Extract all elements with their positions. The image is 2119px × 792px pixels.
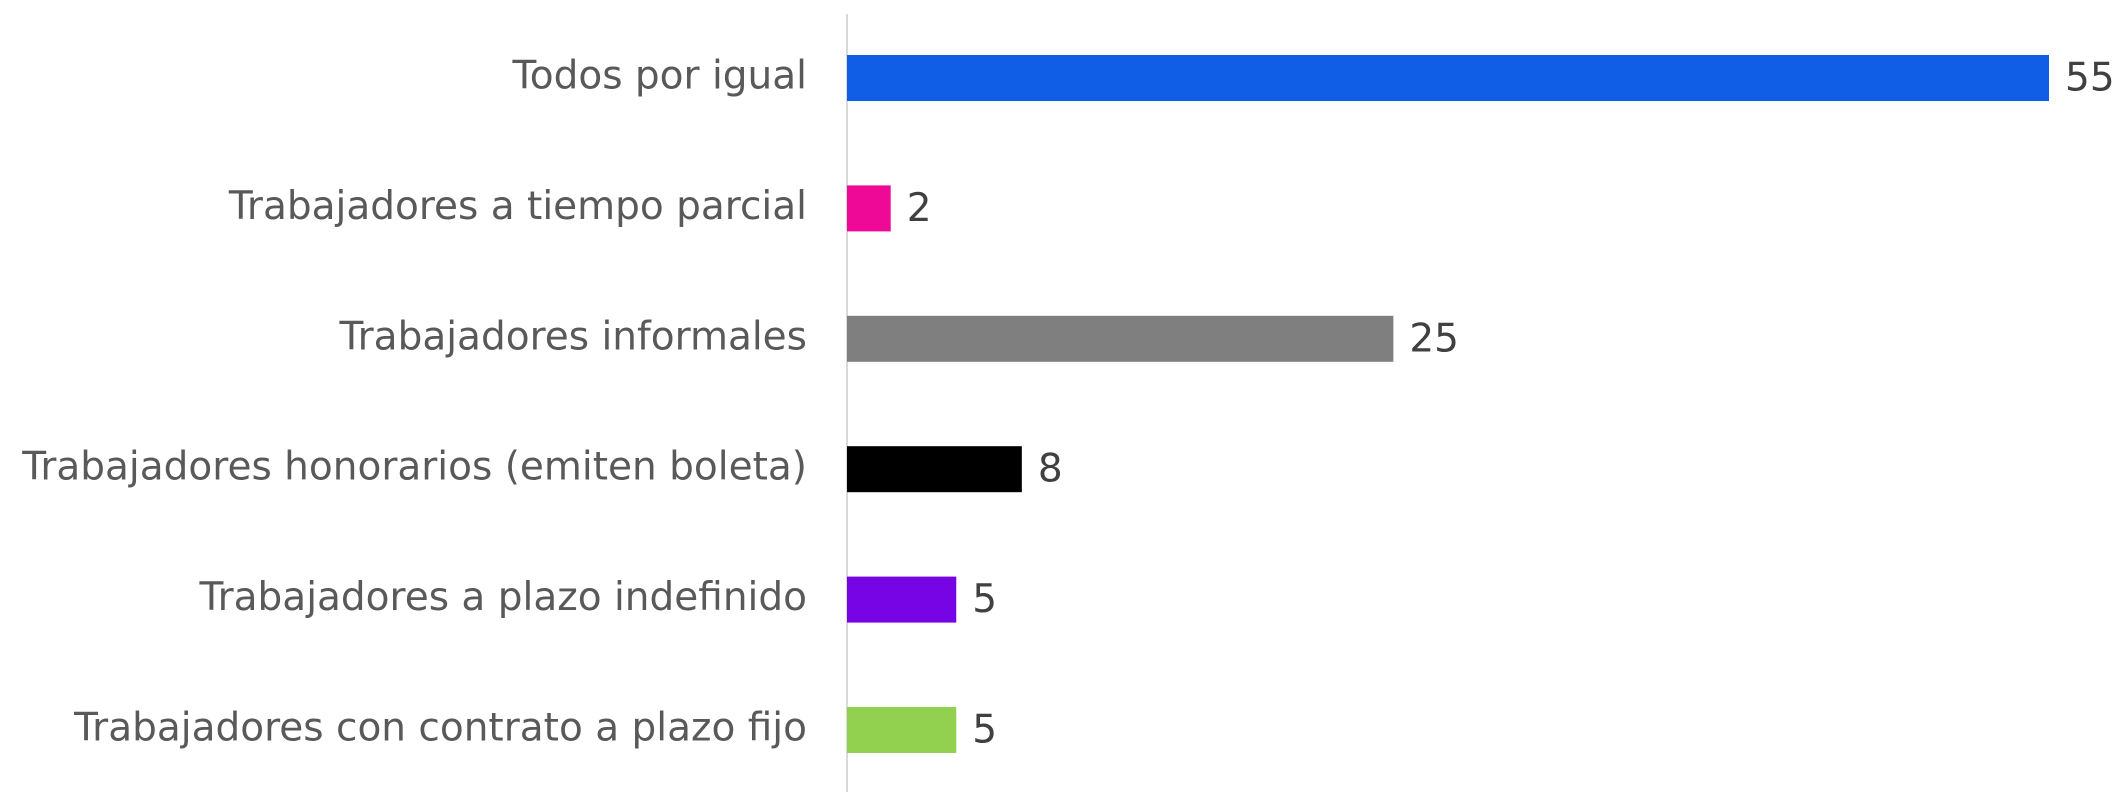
- value-label: 5: [972, 577, 997, 622]
- value-label: 55: [2065, 56, 2115, 101]
- bar: [847, 315, 1394, 362]
- category-label: Trabajadores a tiempo parcial: [228, 184, 807, 229]
- category-label: Trabajadores a plazo indefinido: [199, 575, 807, 620]
- bar: [847, 185, 891, 232]
- category-label: Trabajadores con contrato a plazo fijo: [73, 706, 807, 751]
- category-label: Trabajadores informales: [339, 314, 807, 359]
- bar: [847, 446, 1022, 493]
- bar: [847, 55, 2049, 101]
- bar: [847, 707, 957, 753]
- value-label: 8: [1038, 447, 1063, 492]
- value-label: 2: [907, 186, 932, 231]
- bar: [847, 576, 957, 623]
- category-label: Trabajadores honorarios (emiten boleta): [21, 445, 807, 490]
- value-label: 5: [972, 708, 997, 753]
- value-label: 25: [1409, 316, 1459, 361]
- category-label: Todos por igual: [512, 54, 807, 99]
